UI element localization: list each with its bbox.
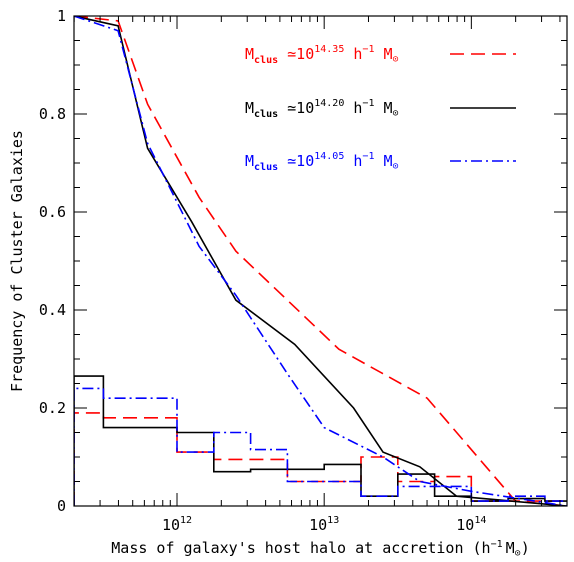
series-2-cumulative-line: [74, 16, 567, 506]
x-axis-label-close: ): [521, 539, 530, 557]
x-tick-label: 1012: [162, 515, 192, 534]
series-2-histogram: [74, 387, 567, 506]
y-tick-label: 0.8: [39, 105, 66, 123]
series-0-cumulative-line: [74, 16, 567, 506]
y-tick-label: 1: [57, 7, 66, 25]
y-tick-label: 0.2: [39, 399, 66, 417]
y-tick-label: 0.6: [39, 203, 66, 221]
y-tick-label: 0.4: [39, 301, 66, 319]
legend-label-2: Mclus ≃1014.05 h−1 M⊙: [245, 151, 399, 173]
y-axis-label: Frequency of Cluster Galaxies: [8, 130, 26, 392]
x-axis-label-text: Mass of galaxy's host halo at accretion …: [111, 539, 490, 557]
x-axis-label-unit: M: [506, 539, 515, 557]
legend: Mclus ≃1014.35 h−1 M⊙ Mclus ≃1014.20 h−1 …: [245, 44, 516, 173]
x-axis-label-exp: −1: [491, 539, 503, 550]
series-layer: [74, 16, 567, 506]
legend-label-0: Mclus ≃1014.35 h−1 M⊙: [245, 44, 399, 66]
y-tick-label: 0: [57, 497, 66, 515]
tick-label-layer: 1012 1013 1014 0 0.2 0.4 0.6 0.8 1: [39, 7, 486, 534]
x-tick-label: 1013: [309, 515, 339, 534]
legend-label-1: Mclus ≃1014.20 h−1 M⊙: [245, 98, 399, 120]
series-1-cumulative-line: [74, 16, 567, 506]
x-axis-label-unit-sub: ⊙: [515, 548, 521, 559]
tick-layer: [73, 15, 567, 507]
x-tick-label: 1014: [456, 515, 486, 534]
x-axis-label: Mass of galaxy's host halo at accretion …: [111, 539, 529, 559]
